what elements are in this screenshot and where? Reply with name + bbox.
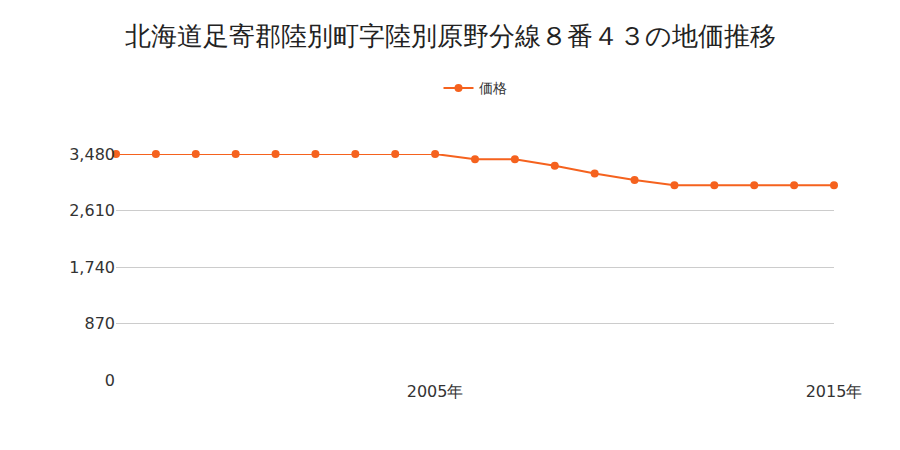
svg-text:2005年: 2005年 (407, 382, 464, 401)
svg-text:870: 870 (84, 314, 115, 333)
svg-text:3,480: 3,480 (69, 145, 115, 164)
svg-text:北海道足寄郡陸別町字陸別原野分線８番４３の地価推移: 北海道足寄郡陸別町字陸別原野分線８番４３の地価推移 (125, 21, 776, 51)
svg-text:価格: 価格 (479, 80, 507, 96)
svg-text:2015年: 2015年 (806, 382, 863, 401)
svg-text:0: 0 (105, 371, 115, 390)
svg-text:1,740: 1,740 (69, 258, 115, 277)
svg-text:2,610: 2,610 (69, 201, 115, 220)
